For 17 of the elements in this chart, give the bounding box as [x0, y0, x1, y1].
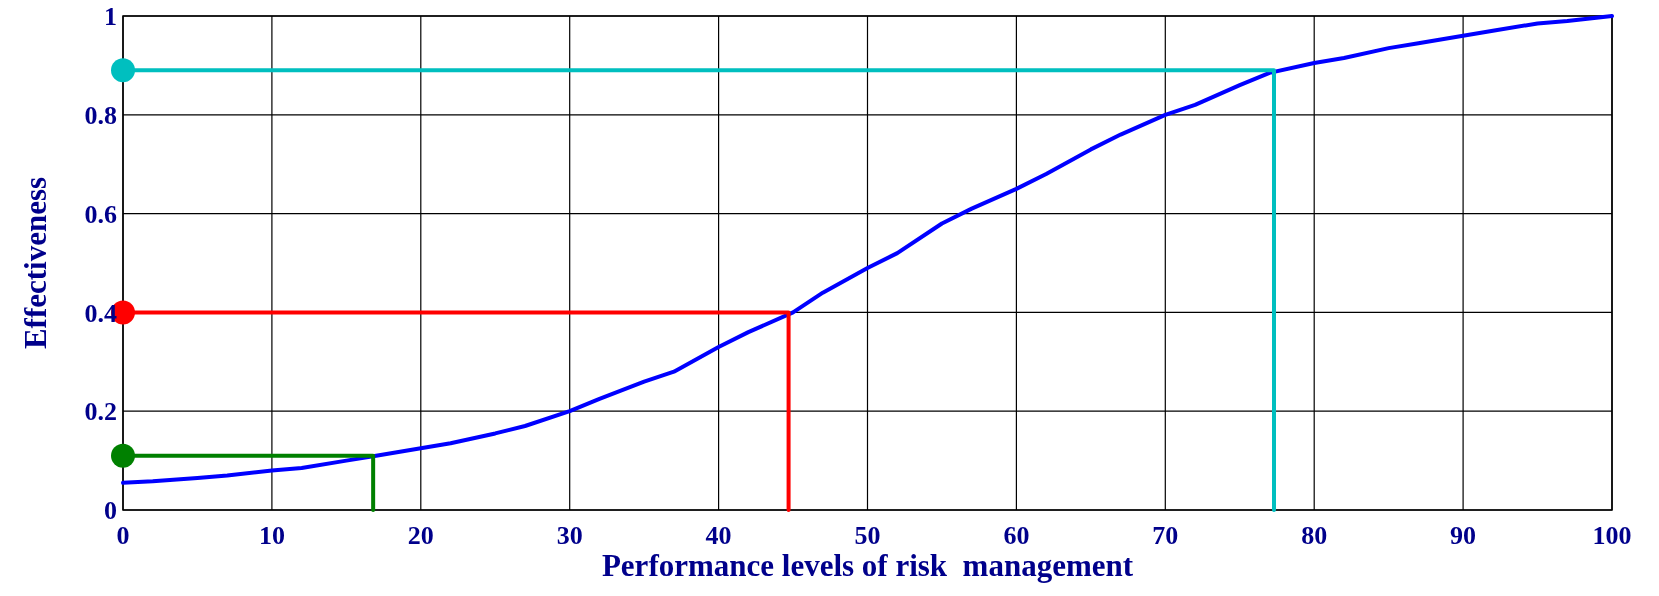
y-tick-label: 0 [104, 496, 117, 526]
x-axis-title: Performance levels of risk management [601, 548, 1134, 583]
y-tick-label: 1 [104, 2, 117, 32]
x-tick-label: 70 [1152, 521, 1179, 550]
x-tick-label: 60 [1003, 521, 1030, 550]
x-tick-label: 30 [556, 521, 583, 550]
x-tick-label: 40 [705, 521, 732, 550]
x-tick-label: 100 [1592, 521, 1632, 550]
y-tick-label: 0.6 [84, 199, 117, 229]
x-tick-label: 20 [407, 521, 434, 550]
x-tick-label: 90 [1450, 521, 1477, 550]
x-tick-label: 80 [1301, 521, 1328, 550]
y-tick-label: 0.2 [84, 397, 117, 427]
y-tick-label: 0.8 [84, 100, 117, 130]
y-axis-title: Effectiveness [18, 176, 53, 350]
x-tick-label: 50 [854, 521, 881, 550]
x-tick-label: 10 [258, 521, 285, 550]
